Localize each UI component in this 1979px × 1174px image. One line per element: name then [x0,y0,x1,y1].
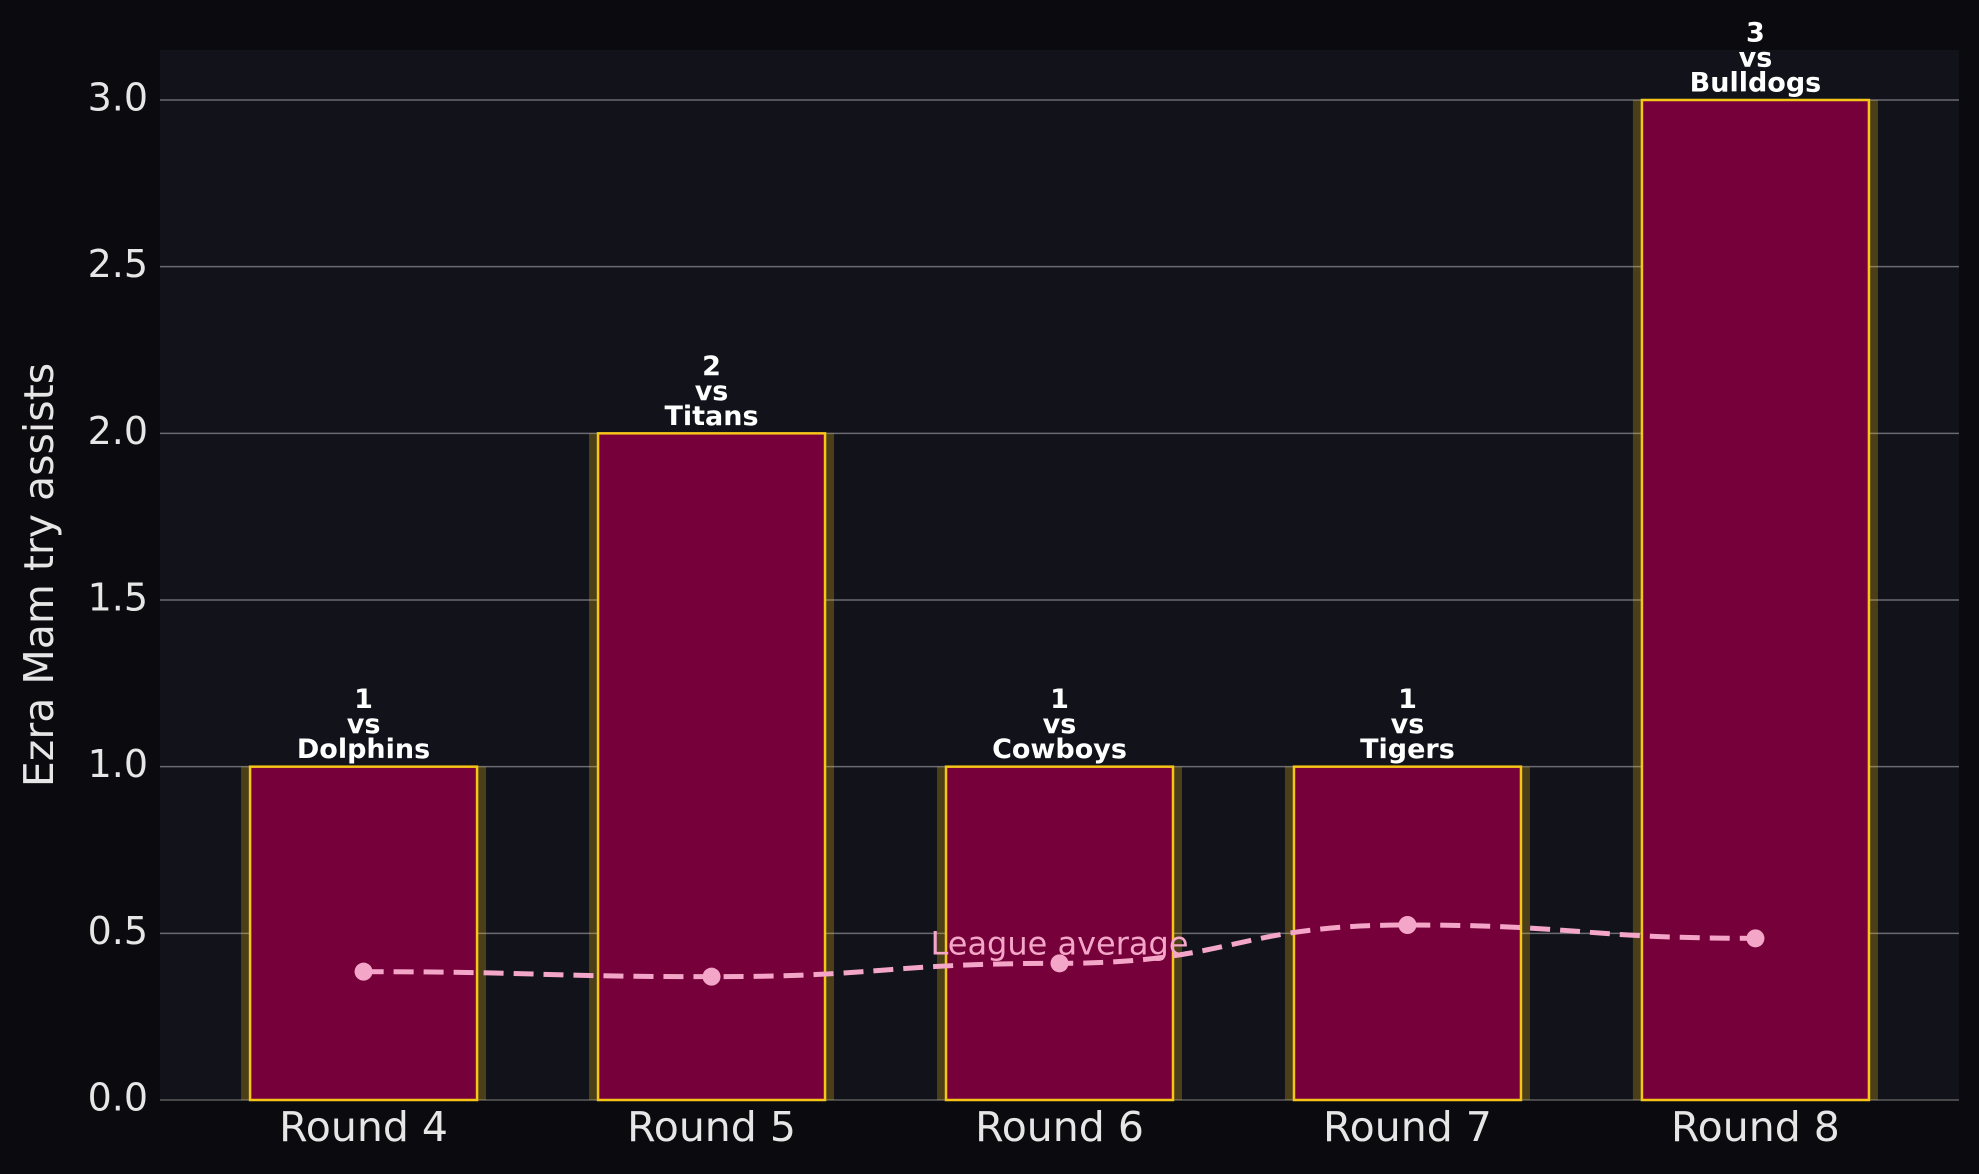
bar-opponent-label: Tigers [1360,734,1455,765]
x-tick-label: Round 4 [279,1103,448,1151]
league-average-point [1398,916,1417,934]
bar [1640,98,1871,1102]
bar-label-joiner: vs [695,376,729,407]
bar-value-label: 1 [1050,684,1069,715]
bar-opponent-label: Bulldogs [1690,68,1822,99]
bar-label-joiner: vs [1739,43,1773,74]
y-tick-label: 3.0 [88,76,148,120]
bar [596,432,827,1102]
league-average-label: League average [930,924,1188,962]
y-tick-label: 1.5 [88,576,148,620]
league-average-point [1746,929,1765,948]
bar-value-label: 3 [1746,18,1765,49]
league-average-point [1050,954,1069,973]
bar-opponent-label: Cowboys [992,734,1127,765]
y-tick-label: 0.5 [88,909,148,953]
bar [944,765,1175,1102]
bar-opponent-label: Titans [664,401,758,432]
x-tick-label: Round 5 [627,1103,796,1151]
x-tick-label: Round 8 [1671,1103,1840,1151]
bar-label-joiner: vs [1043,709,1077,740]
y-axis-label: Ezra Mam try assists [15,363,63,787]
y-tick-label: 2.0 [88,409,148,453]
bar-value-label: 2 [702,351,721,382]
y-tick-label: 1.0 [88,742,148,786]
x-tick-label: Round 7 [1323,1103,1492,1151]
bar [248,765,479,1102]
league-average-point [354,962,373,981]
x-tick-label: Round 6 [975,1103,1144,1151]
y-tick-label: 2.5 [88,242,148,286]
bar-label-joiner: vs [347,709,381,740]
y-tick-label: 0.0 [88,1076,148,1120]
bar-value-label: 1 [1398,684,1417,715]
league-average-point [702,967,721,986]
bar-opponent-label: Dolphins [297,734,430,765]
bar-label-joiner: vs [1391,709,1425,740]
bar-value-label: 1 [354,684,373,715]
